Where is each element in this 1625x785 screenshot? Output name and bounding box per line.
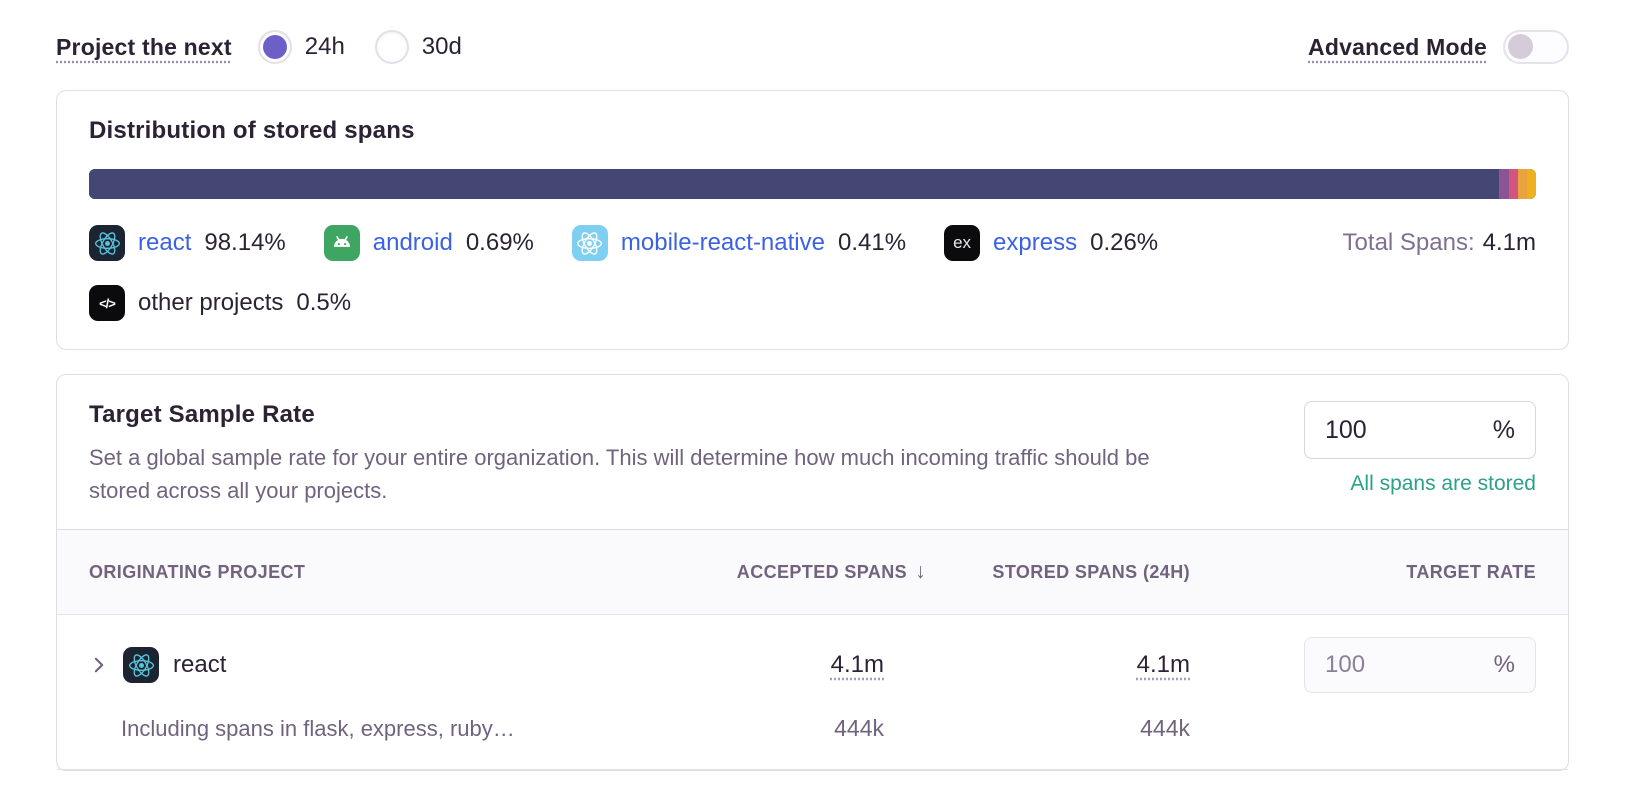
advanced-mode-toggle[interactable] [1503,30,1569,64]
radio-24h-selected-icon[interactable] [257,30,292,64]
column-header-stored-spans[interactable]: Stored Spans (24h) [992,561,1190,582]
legend-percent: 0.26% [1090,229,1159,256]
sample-rate-status: All spans are stored [1350,472,1536,495]
bar-segment-mobile-react-native[interactable] [1509,169,1518,199]
express-project-icon: ex [944,225,981,261]
row-target-rate-field: % [1304,637,1536,693]
total-spans-value: 4.1m [1482,229,1536,256]
legend-percent: 98.14% [204,229,286,256]
sample-rate-title: Target Sample Rate [89,401,315,428]
mobile-react-native-project-icon [571,225,608,261]
legend-project-link[interactable]: mobile-react-native [620,229,825,256]
distribution-title: Distribution of stored spans [89,117,415,144]
toggle-knob [1508,34,1533,59]
legend-project-link[interactable]: react [138,229,192,256]
column-header-originating-project[interactable]: Originating Project [89,561,306,582]
period-30d-label: 30d [421,33,462,60]
distribution-bar[interactable] [89,169,1536,199]
subrow-label: Including spans in flask, express, ruby… [121,715,515,741]
react-project-icon [123,647,159,683]
legend-item-android: android 0.69% [323,225,534,261]
legend-percent: 0.69% [465,229,534,256]
project-the-next-label[interactable]: Project the next [56,33,232,60]
percent-unit-label: % [1493,651,1515,678]
bar-segment-express[interactable] [1518,169,1527,199]
total-spans-label: Total Spans: [1342,229,1475,256]
sort-descending-icon[interactable]: ↓ [915,560,926,583]
subrow-accepted-spans-value: 444k [834,715,884,741]
column-header-target-rate: Target Rate [1406,561,1536,582]
table-subrow-react-included: Including spans in flask, express, ruby…… [57,697,1568,770]
legend-other-projects-label: other projects [138,289,284,316]
table-row-react: react 4.1m 4.1m % [57,615,1568,697]
period-radio-group: 24h 30d [257,30,462,64]
bar-segment-android[interactable] [1499,169,1509,199]
column-header-accepted-spans[interactable]: Accepted Spans ↓ [696,560,946,584]
radio-30d-unselected-icon[interactable] [374,30,409,64]
row-project-name: react [173,651,227,678]
period-option-24h[interactable]: 24h [257,30,345,64]
react-project-icon [89,225,125,261]
legend-item-react: react 98.14% [89,225,286,261]
target-sample-rate-card: Target Sample Rate Set a global sample r… [56,374,1569,771]
legend-percent: 0.5% [296,289,352,316]
percent-unit-label: % [1492,415,1515,444]
global-sample-rate-field: % [1304,401,1536,459]
row-accepted-spans-value: 4.1m [830,651,884,678]
sample-rate-description: Set a global sample rate for your entire… [89,445,1150,503]
legend-project-link[interactable]: express [993,229,1078,256]
row-target-rate-input[interactable] [1325,651,1445,679]
bar-segment-other-projects[interactable] [1527,169,1536,199]
top-controls: Project the next 24h 30d Advanced Mode [56,30,1569,64]
legend-percent: 0.41% [837,229,907,256]
advanced-mode-label[interactable]: Advanced Mode [1308,33,1487,60]
code-icon: </> [89,285,125,321]
legend-project-link[interactable]: android [372,229,453,256]
subrow-stored-spans-value: 444k [1140,715,1190,741]
period-option-30d[interactable]: 30d [374,30,462,64]
legend-item-mobile-react-native: mobile-react-native 0.41% [571,225,907,261]
distribution-legend: react 98.14% android 0.69% mobile-react-… [89,225,1536,321]
expand-chevron-icon[interactable] [89,655,109,675]
legend-item-express: ex express 0.26% [944,225,1158,261]
total-spans: Total Spans: 4.1m [1343,229,1536,257]
android-project-icon [323,225,360,261]
legend-item-other-projects: </> other projects 0.5% [89,285,351,321]
global-sample-rate-input[interactable] [1325,415,1445,445]
period-24h-label: 24h [304,33,345,60]
row-stored-spans-value: 4.1m [1136,651,1190,678]
table-header-row: Originating Project Accepted Spans ↓ Sto… [57,529,1568,615]
accepted-spans-header-label: Accepted Spans [736,561,908,582]
distribution-card: Distribution of stored spans react 98.14… [56,90,1569,350]
bar-segment-react[interactable] [89,169,1500,199]
